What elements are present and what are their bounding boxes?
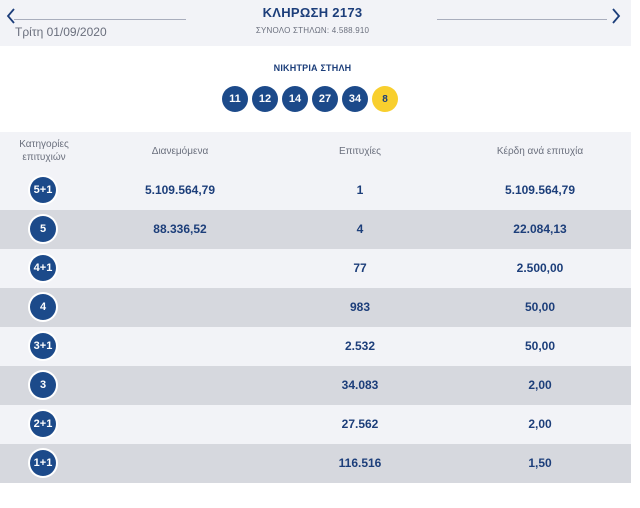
table-row: 1+1 116.516 1,50 bbox=[0, 444, 631, 483]
category-badge: 3+1 bbox=[30, 333, 56, 359]
number-ball: 27 bbox=[312, 86, 338, 112]
header-winners: Επιτυχίες bbox=[339, 146, 381, 157]
header-prize: Κέρδη ανά επιτυχία bbox=[496, 146, 584, 157]
winners-value: 4 bbox=[356, 222, 364, 236]
chevron-right-icon[interactable] bbox=[611, 8, 625, 24]
winners-value: 1 bbox=[356, 183, 364, 197]
winners-value: 27.562 bbox=[341, 417, 379, 431]
number-ball: 14 bbox=[282, 86, 308, 112]
draw-title: ΚΛΗΡΩΣΗ 2173 bbox=[262, 5, 363, 20]
prize-value: 5.109.564,79 bbox=[504, 183, 576, 197]
category-badge: 4+1 bbox=[30, 255, 56, 281]
prize-value: 22.084,13 bbox=[513, 222, 567, 236]
prize-value: 2,00 bbox=[528, 417, 552, 431]
draw-date: Τρίτη 01/09/2020 bbox=[15, 25, 107, 39]
winning-numbers: 11 12 14 27 34 8 bbox=[222, 86, 398, 112]
header-divider-right bbox=[437, 19, 607, 20]
winners-value: 77 bbox=[353, 261, 367, 275]
winners-value: 983 bbox=[349, 300, 371, 314]
prize-value: 1,50 bbox=[528, 456, 552, 470]
header-divider-left bbox=[14, 19, 186, 20]
joker-ball: 8 bbox=[372, 86, 398, 112]
table-row: 2+1 27.562 2,00 bbox=[0, 405, 631, 444]
chevron-left-icon[interactable] bbox=[6, 8, 20, 24]
number-ball: 12 bbox=[252, 86, 278, 112]
distributed-value: 88.336,52 bbox=[153, 222, 207, 236]
prize-value: 50,00 bbox=[524, 300, 556, 314]
draw-header: Τρίτη 01/09/2020 ΚΛΗΡΩΣΗ 2173 ΣΥΝΟΛΟ ΣΤΗ… bbox=[0, 0, 631, 46]
winning-column-title: ΝΙΚΗΤΡΙΑ ΣΤΗΛΗ bbox=[273, 63, 352, 73]
table-row: 3 34.083 2,00 bbox=[0, 366, 631, 405]
winners-value: 34.083 bbox=[341, 378, 379, 392]
table-row: 5 88.336,52 4 22.084,13 bbox=[0, 210, 631, 249]
table-row: 4 983 50,00 bbox=[0, 288, 631, 327]
table-row: 5+1 5.109.564,79 1 5.109.564,79 bbox=[0, 171, 631, 210]
number-ball: 11 bbox=[222, 86, 248, 112]
winners-value: 2.532 bbox=[344, 339, 376, 353]
table-row: 4+1 77 2.500,00 bbox=[0, 249, 631, 288]
prize-value: 2.500,00 bbox=[516, 261, 564, 275]
prize-value: 2,00 bbox=[528, 378, 552, 392]
number-ball: 34 bbox=[342, 86, 368, 112]
prize-table: Κατηγορίες επιτυχιών Διανεμόμενα Επιτυχί… bbox=[0, 132, 631, 483]
category-badge: 4 bbox=[30, 294, 56, 320]
header-category: Κατηγορίες επιτυχιών bbox=[19, 139, 69, 163]
table-row: 3+1 2.532 50,00 bbox=[0, 327, 631, 366]
header-distributed: Διανεμόμενα bbox=[151, 146, 209, 157]
category-badge: 3 bbox=[30, 372, 56, 398]
category-badge: 5+1 bbox=[30, 177, 56, 203]
winners-value: 116.516 bbox=[338, 456, 382, 470]
draw-total-columns: ΣΥΝΟΛΟ ΣΤΗΛΩΝ: 4.588.910 bbox=[255, 26, 370, 35]
table-header: Κατηγορίες επιτυχιών Διανεμόμενα Επιτυχί… bbox=[0, 132, 631, 171]
category-badge: 1+1 bbox=[30, 450, 56, 476]
prize-value: 50,00 bbox=[524, 339, 556, 353]
category-badge: 2+1 bbox=[30, 411, 56, 437]
distributed-value: 5.109.564,79 bbox=[144, 183, 216, 197]
category-badge: 5 bbox=[30, 216, 56, 242]
